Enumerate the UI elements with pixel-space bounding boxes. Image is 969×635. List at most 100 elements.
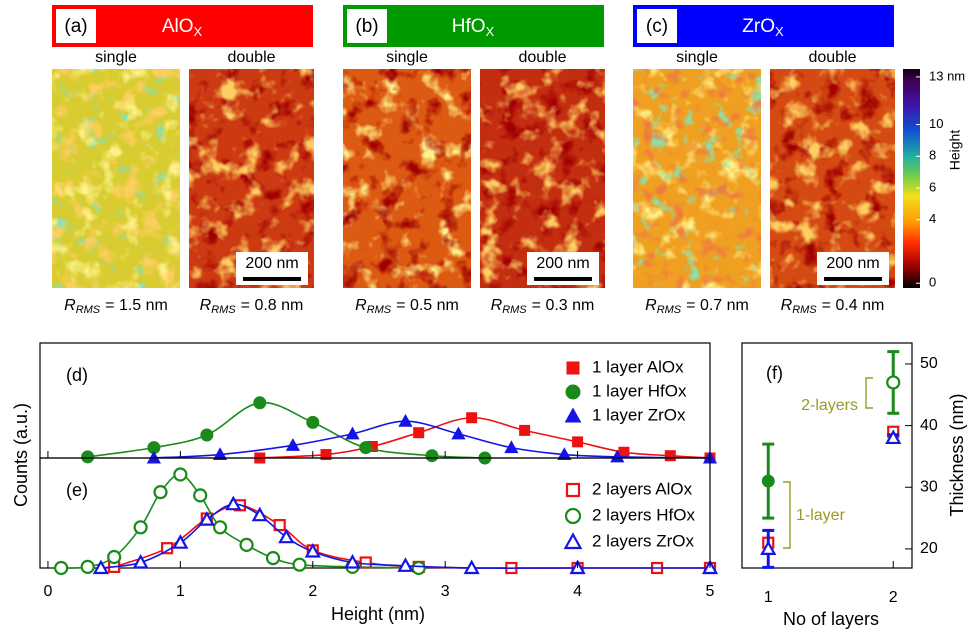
marker [466,412,478,424]
marker [344,553,361,569]
marker [557,447,572,461]
panel-label: (c) [646,16,668,37]
marker [173,467,188,482]
label-box [56,9,96,43]
x-tick-label: 3 [441,583,450,600]
label-box [637,9,677,43]
afm-texture [52,69,180,288]
marker [304,542,321,558]
rms-text: RRMS = 0.4 nm [781,297,885,316]
x-axis-label: No of layers [783,609,879,629]
marker [425,449,439,463]
marker [200,428,214,442]
marker [504,440,519,454]
legend-label: 1 layer ZrOx [592,405,686,424]
marker [146,450,161,464]
material-sub: X [775,24,784,39]
rms-text: RRMS = 0.3 nm [491,297,595,316]
marker [413,427,425,439]
image-caption: double [227,49,275,66]
material-sub: X [486,24,495,39]
panel-label: (d) [66,365,88,385]
afm-texture [343,69,471,288]
colorbar-tick-label: 4 [929,211,936,226]
series-line [259,416,711,459]
legend-label: 2 layers AlOx [592,479,693,498]
marker [265,550,281,566]
marker [885,429,902,445]
annotation: 1-layer [796,507,846,524]
x-tick-label: 1 [764,589,773,606]
marker [225,495,242,511]
label-box [347,9,387,43]
legend-label: 1 layer AlOx [592,357,684,376]
rms-value: = 0.8 nm [241,297,304,314]
colorbar-tick-label: 10 [929,116,943,131]
legend-marker [564,407,582,423]
bracket [865,377,873,409]
image-caption: single [95,49,137,66]
rms-text: RRMS = 0.8 nm [200,297,304,316]
rms-symbol: R [645,297,657,314]
rms-text: RRMS = 0.5 nm [355,297,459,316]
afm-texture [480,69,605,288]
image-caption: single [386,49,428,66]
marker [397,557,414,572]
marker [451,426,466,440]
panel-label: (e) [66,480,88,500]
legend-marker [566,361,580,375]
colorbar-tick-label: 8 [929,148,936,163]
afm-texture [770,69,895,288]
material-title: AlOX [162,16,203,39]
rms-sub: RMS [211,304,236,316]
legend-marker [565,384,581,400]
bracket [783,481,791,549]
afm-texture [189,69,314,288]
afm-texture [633,69,761,288]
legend-marker [564,507,582,525]
x-tick-label: 2 [889,589,898,606]
panel-label: (f) [766,363,783,383]
rms-value: = 0.4 nm [822,297,885,314]
material-name: AlO [162,16,194,37]
legend-marker [563,532,583,550]
rms-text: RRMS = 1.5 nm [64,297,168,316]
scalebar-label: 200 nm [245,255,298,272]
marker [572,436,584,448]
marker [411,560,426,576]
colorbar [903,69,920,288]
marker [519,424,531,436]
rms-symbol: R [200,297,212,314]
series-line [153,420,711,459]
marker [92,559,110,575]
marker [198,511,215,526]
scalebar-label: 200 nm [826,255,879,272]
rms-value: = 1.5 nm [105,297,168,314]
marker [760,540,777,555]
material-sub: X [194,24,203,39]
scalebar-label: 200 nm [536,255,589,272]
marker [278,528,295,544]
rms-text: RRMS = 0.7 nm [645,297,749,316]
rms-symbol: R [491,297,503,314]
material-title: HfOX [452,16,495,39]
y-tick-label: 50 [920,355,938,372]
marker [193,488,208,503]
colorbar-tick-label: 13 nm [929,68,965,83]
panel-label: (b) [355,16,378,37]
marker [761,474,775,488]
marker [212,520,228,535]
marker [253,396,267,410]
image-caption: double [808,49,856,66]
rms-value: = 0.7 nm [686,297,749,314]
marker [54,560,69,576]
marker [251,506,268,522]
marker [398,413,413,427]
rms-sub: RMS [76,304,101,316]
legend-label: 2 layers ZrOx [592,531,695,550]
legend-label: 2 layers HfOx [592,505,695,524]
y-tick-label: 20 [920,540,938,557]
material-title: ZrOX [742,16,784,39]
annotation: 2-layers [801,397,858,414]
rms-symbol: R [355,297,367,314]
